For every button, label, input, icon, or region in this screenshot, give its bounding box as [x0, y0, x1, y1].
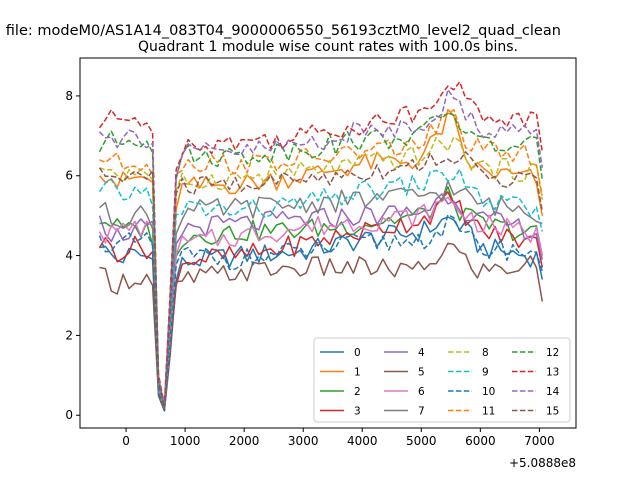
legend-label-11: 11	[482, 406, 495, 418]
legend-label-13: 13	[546, 367, 559, 379]
series-line-11	[99, 109, 544, 408]
y-tick-label: 6	[65, 169, 73, 183]
legend-label-2: 2	[354, 386, 361, 398]
x-tick-label: 3000	[288, 434, 319, 448]
series-line-6	[98, 196, 544, 410]
legend-label-0: 0	[354, 347, 361, 359]
y-tick-label: 8	[65, 89, 73, 103]
figure-suptitle: n file: modeM0/AS1A14_083T04_9000006550_…	[0, 23, 561, 39]
legend-label-3: 3	[354, 406, 361, 418]
series-line-15	[98, 151, 544, 410]
x-tick-label: 6000	[465, 434, 496, 448]
x-axis: 0 1000 2000 3000 4000 5000 6000 7000	[122, 428, 555, 448]
legend-label-6: 6	[418, 386, 425, 398]
y-axis: 0 2 4 6 8	[65, 89, 80, 422]
series-layer	[98, 81, 544, 412]
legend-label-10: 10	[482, 386, 495, 398]
legend-label-4: 4	[418, 347, 425, 359]
x-offset-label: +5.0888e8	[509, 456, 576, 470]
series-line-14	[98, 88, 544, 408]
legend-label-9: 9	[482, 367, 489, 379]
plot-frame	[79, 57, 577, 429]
y-tick-label: 4	[65, 249, 73, 263]
x-tick-label: 5000	[406, 434, 437, 448]
legend-label-8: 8	[482, 347, 489, 359]
series-line-9	[98, 168, 544, 410]
series-line-5	[99, 242, 544, 412]
x-tick-label: 0	[122, 434, 130, 448]
x-tick-label: 1000	[170, 434, 201, 448]
x-tick-label: 4000	[347, 434, 378, 448]
legend-label-7: 7	[418, 406, 425, 418]
legend-label-12: 12	[546, 347, 559, 359]
legend-label-15: 15	[546, 406, 559, 418]
y-tick-label: 0	[65, 408, 73, 422]
x-tick-label: 2000	[229, 434, 260, 448]
legend-label-1: 1	[354, 367, 361, 379]
series-line-10	[98, 214, 544, 412]
legend-label-14: 14	[546, 386, 560, 398]
y-tick-label: 2	[65, 328, 73, 342]
legend-box	[313, 337, 571, 423]
chart-title: Quadrant 1 module wise count rates with …	[138, 39, 518, 55]
x-tick-label: 7000	[524, 434, 555, 448]
legend-label-5: 5	[418, 367, 425, 379]
